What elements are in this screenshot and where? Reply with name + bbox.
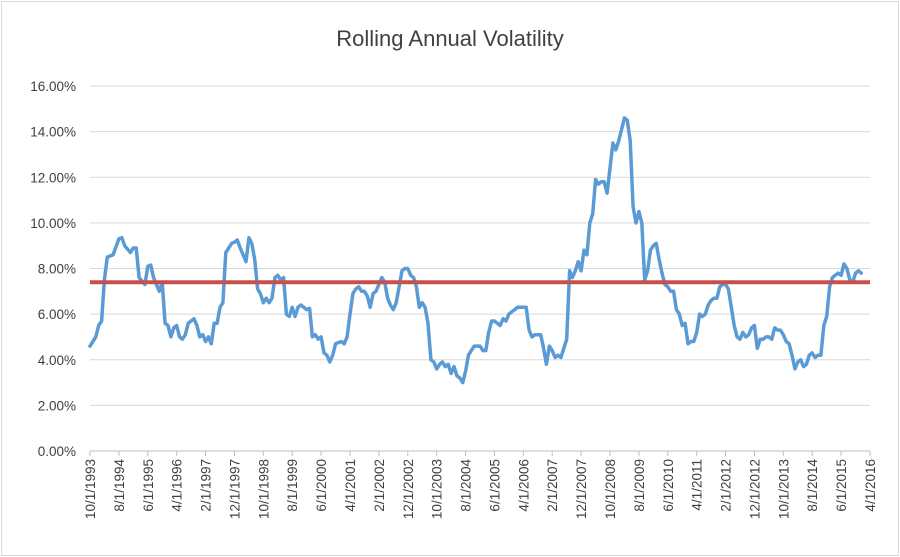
- x-tick-label: 10/1/1998: [256, 459, 271, 519]
- x-tick-label: 10/1/1993: [83, 459, 98, 519]
- x-axis-tick-labels: 10/1/1993 8/1/1994 6/1/1995 4/1/1996 2/1/199…: [83, 459, 878, 520]
- series-group: [88, 116, 864, 385]
- x-tick-label: 8/1/1999: [285, 459, 300, 512]
- series-line: [88, 116, 864, 385]
- x-tick-label: 8/1/2004: [459, 459, 474, 512]
- x-tick-label: 4/1/2006: [516, 459, 531, 512]
- y-tick-label: 16.00%: [30, 79, 76, 94]
- gridlines: [90, 85, 870, 452]
- y-tick-label: 14.00%: [30, 125, 76, 140]
- x-tick-label: 12/1/2007: [574, 459, 589, 519]
- x-axis: [89, 450, 871, 456]
- x-tick-label: 10/1/2003: [430, 459, 445, 519]
- y-axis-tick-labels: 0.00% 2.00% 4.00% 6.00% 8.00% 10.00% 12.00% 14.…: [30, 79, 76, 459]
- x-tick-label: 2/1/2007: [545, 459, 560, 512]
- x-tick-label: 10/1/2013: [776, 459, 791, 519]
- x-tick-label: 6/1/1995: [141, 459, 156, 512]
- x-tick-label: 4/1/2001: [343, 459, 358, 512]
- x-tick-label: 2/1/2012: [719, 459, 734, 512]
- chart-title: Rolling Annual Volatility: [336, 26, 564, 51]
- x-tick-label: 4/1/2016: [863, 459, 878, 512]
- x-tick-label: 4/1/1996: [170, 459, 185, 512]
- x-tick-label: 8/1/2014: [805, 459, 820, 512]
- y-tick-label: 6.00%: [38, 307, 76, 322]
- x-tick-label: 4/1/2011: [690, 459, 705, 511]
- x-tick-label: 10/1/2008: [603, 459, 618, 519]
- x-tick-label: 12/1/2002: [401, 459, 416, 519]
- x-tick-label: 12/1/2012: [747, 459, 762, 519]
- x-tick-label: 6/1/2000: [314, 459, 329, 512]
- y-tick-label: 4.00%: [38, 353, 76, 368]
- y-tick-label: 8.00%: [38, 262, 76, 277]
- y-tick-label: 2.00%: [38, 398, 76, 413]
- x-tick-label: 8/1/2009: [632, 459, 647, 512]
- y-tick-label: 12.00%: [30, 170, 76, 185]
- x-tick-label: 12/1/1997: [227, 459, 242, 519]
- x-tick-label: 6/1/2010: [661, 459, 676, 512]
- x-tick-label: 6/1/2005: [487, 459, 502, 512]
- x-tick-label: 8/1/1994: [112, 459, 127, 512]
- y-tick-label: 0.00%: [38, 444, 76, 459]
- x-tick-label: 2/1/2002: [372, 459, 387, 512]
- x-tick-label: 6/1/2015: [834, 459, 849, 512]
- x-tick-label: 2/1/1997: [199, 459, 214, 512]
- y-tick-label: 10.00%: [30, 216, 76, 231]
